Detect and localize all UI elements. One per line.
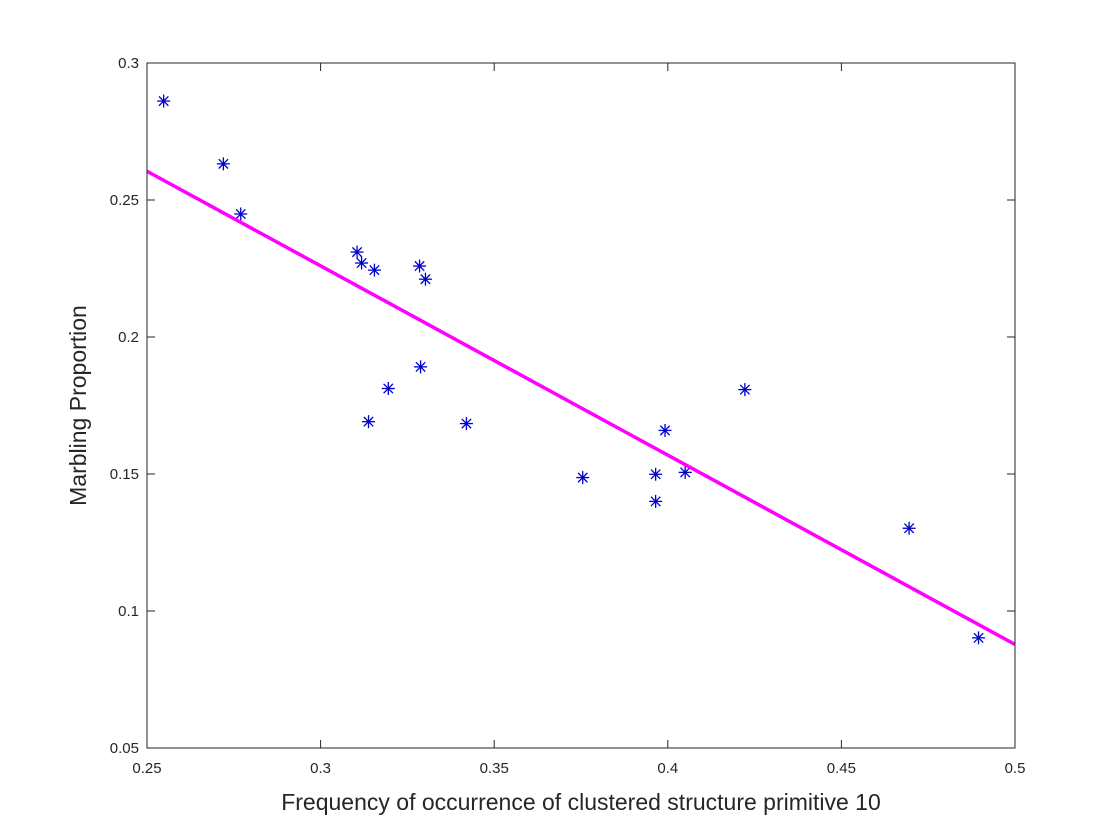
data-point [658,423,672,437]
data-point [381,382,395,396]
x-tick-label: 0.45 [827,760,856,777]
x-axis-title: Frequency of occurrence of clustered str… [281,789,881,815]
x-tick-label: 0.3 [310,760,331,777]
data-point [367,263,381,277]
data-point [355,256,369,270]
y-tick-label: 0.05 [110,740,139,757]
x-tick-label: 0.35 [480,760,509,777]
x-tick-label: 0.25 [132,760,161,777]
data-point [649,467,663,481]
data-point [350,245,364,259]
data-point [157,94,171,108]
ticks-layer: 0.25 0.3 0.35 0.4 0.45 0.5 0.05 0.1 0.15 0.2 0.25 0… [110,55,1026,777]
data-point [678,465,692,479]
data-point [972,631,986,645]
data-point [902,521,916,535]
y-tick-label: 0.25 [110,192,139,209]
y-tick-label: 0.1 [118,603,139,620]
y-axis-title: Marbling Proportion [65,305,91,506]
data-point [414,360,428,374]
data-point [649,494,663,508]
plot-layer [146,94,1016,646]
data-point [738,383,752,397]
data-point [576,471,590,485]
y-tick-label: 0.15 [110,466,139,483]
y-tick-label: 0.2 [118,329,139,346]
y-tick-label: 0.3 [118,55,139,72]
data-point [362,415,376,429]
data-point [418,272,432,286]
axes-box [146,62,1016,749]
data-point [234,207,248,221]
data-point [216,157,230,171]
x-tick-label: 0.5 [1005,760,1026,777]
data-point [413,259,427,273]
fit-line [146,169,1016,646]
x-tick-label: 0.4 [657,760,678,777]
data-point [459,417,473,431]
